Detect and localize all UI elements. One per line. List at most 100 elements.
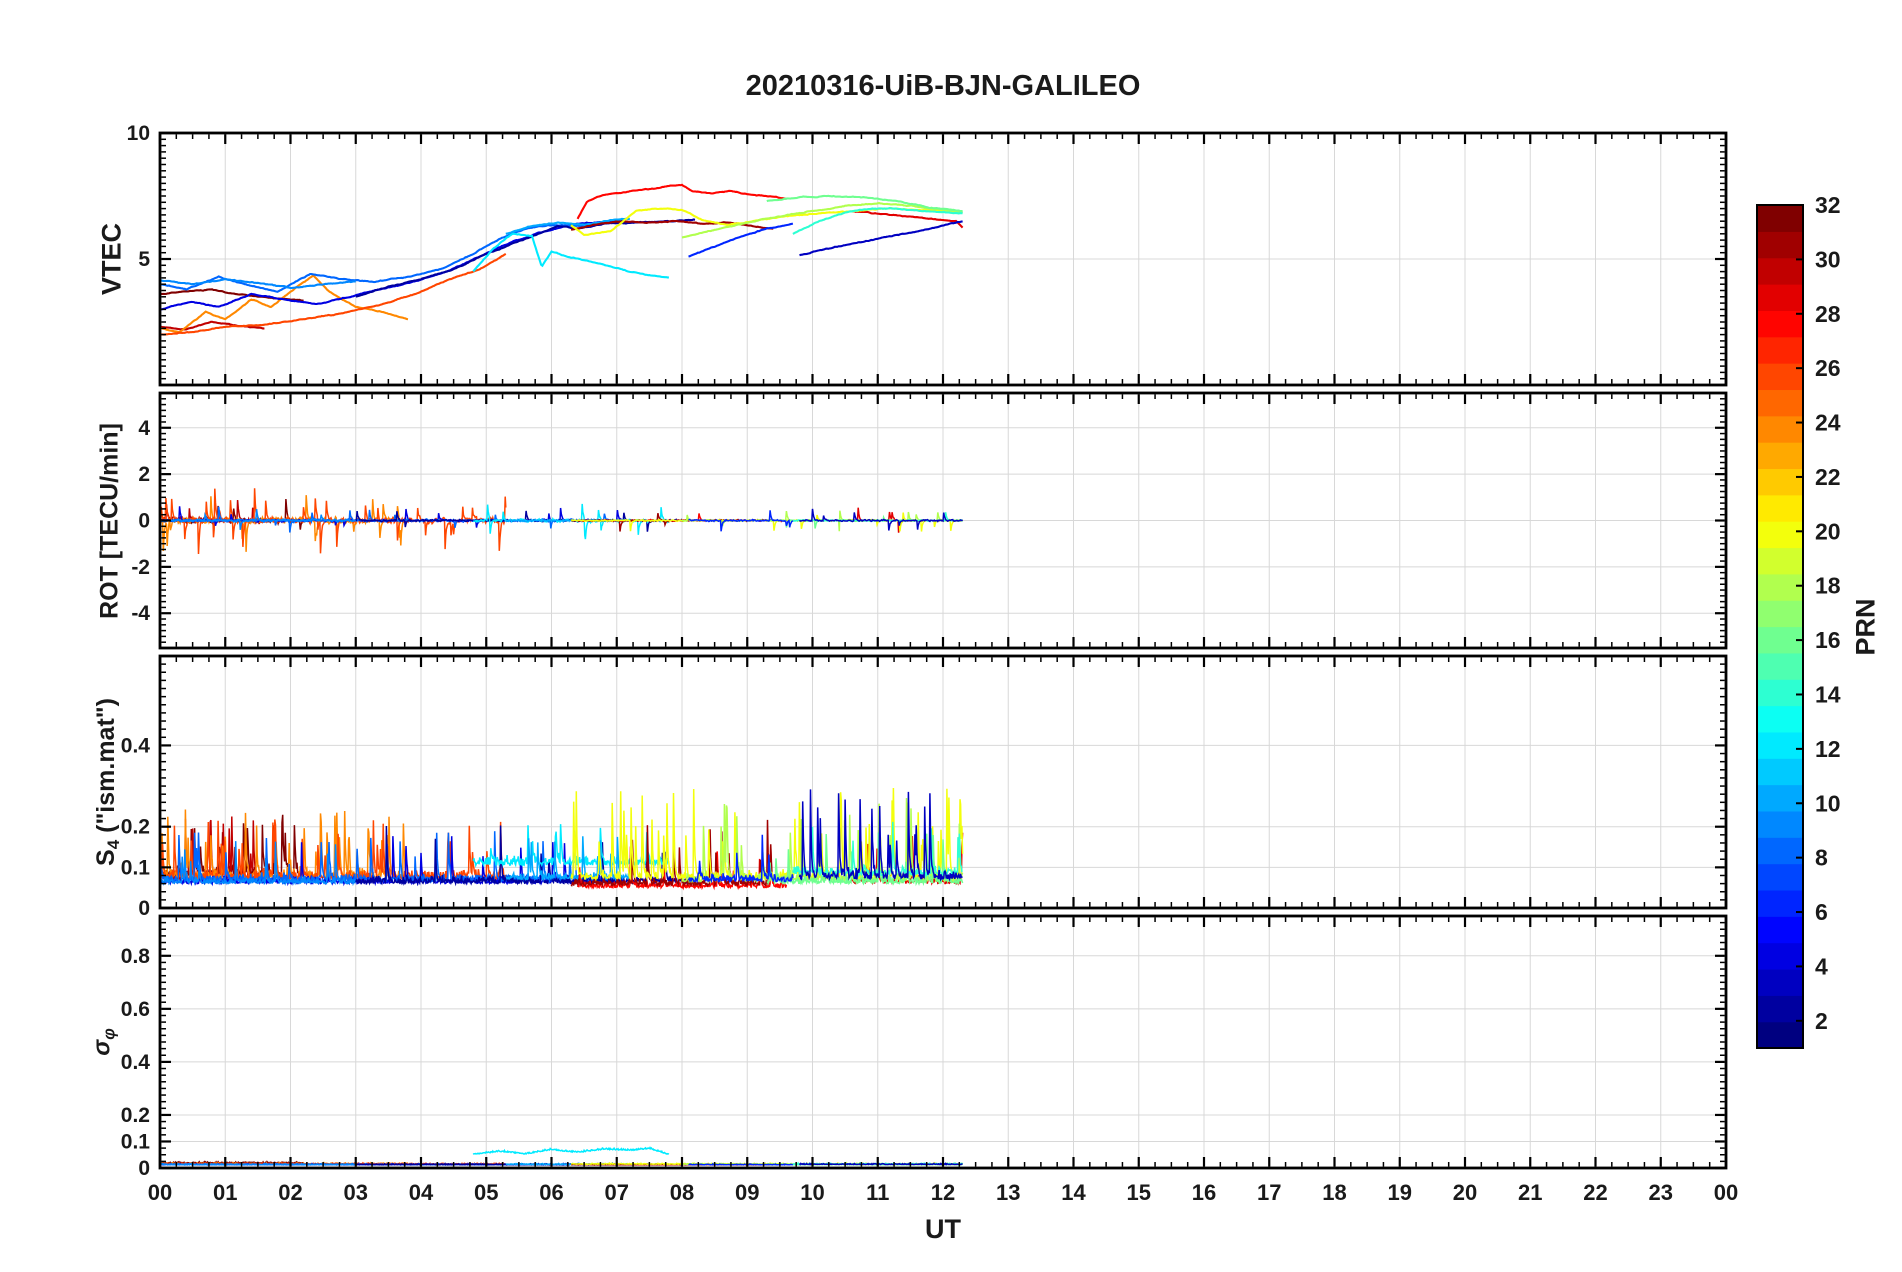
svg-text:24: 24: [1815, 410, 1841, 436]
y-tick-labels-vtec: 5 10: [127, 122, 151, 271]
colorbar-label: PRN: [1850, 598, 1881, 656]
trace-prn-6-sigma_phi: [688, 1162, 794, 1166]
trace-prn-2-s4: [355, 825, 696, 887]
svg-text:32: 32: [1815, 192, 1841, 218]
trace-prn-28-vtec: [576, 183, 787, 220]
trace-prn-12-vtec: [472, 232, 670, 279]
svg-text:23: 23: [1649, 1180, 1673, 1205]
svg-text:26: 26: [1815, 355, 1841, 381]
svg-text:16: 16: [1815, 627, 1841, 653]
svg-text:20: 20: [1453, 1180, 1477, 1205]
series-group-vtec: [160, 183, 964, 336]
svg-text:04: 04: [409, 1180, 434, 1205]
svg-text:13: 13: [996, 1180, 1020, 1205]
svg-text:6: 6: [1815, 899, 1828, 925]
svg-text:10: 10: [1815, 790, 1841, 816]
trace-prn-6-rot: [688, 510, 794, 532]
svg-text:0.1: 0.1: [121, 856, 151, 879]
svg-text:0.8: 0.8: [121, 945, 151, 968]
trace-prn-16-s4: [766, 832, 964, 887]
svg-text:03: 03: [344, 1180, 368, 1205]
svg-text:0.6: 0.6: [121, 998, 150, 1021]
trace-prn-3-s4: [798, 789, 963, 883]
trace-prn-28-s4: [576, 846, 788, 891]
svg-text:0.2: 0.2: [121, 816, 150, 839]
panel-sigma_phi: 0 0.1 0.2 0.4 0.6 0.8: [121, 914, 1728, 1180]
trace-prn-9-vtec: [160, 277, 356, 290]
series-group-s4: [160, 787, 964, 891]
svg-text:-4: -4: [131, 602, 150, 625]
svg-text:01: 01: [213, 1180, 237, 1205]
svg-text:00: 00: [1714, 1180, 1738, 1205]
trace-prn-9-rot: [160, 509, 357, 530]
svg-text:10: 10: [800, 1180, 824, 1205]
svg-text:22: 22: [1583, 1180, 1607, 1205]
svg-text:12: 12: [1815, 736, 1841, 762]
svg-text:2: 2: [1815, 1008, 1828, 1034]
ticks-s4: [158, 655, 1728, 910]
trace-prn-6-s4: [687, 834, 794, 884]
svg-text:02: 02: [278, 1180, 302, 1205]
panel-vtec: 5 10: [127, 122, 1728, 387]
trace-prn-14-vtec: [792, 207, 963, 235]
trace-prn-6-vtec: [688, 222, 794, 258]
trace-prn-18-vtec: [681, 202, 963, 239]
svg-text:-2: -2: [131, 556, 150, 579]
svg-text:16: 16: [1192, 1180, 1216, 1205]
trace-prn-10-vtec: [505, 217, 630, 235]
trace-prn-16-vtec: [766, 194, 963, 213]
y-axis-label-s4: S4 ("ism.mat"): [91, 698, 124, 866]
y-tick-labels-sigma_phi: 0 0.1 0.2 0.4 0.6 0.8: [121, 945, 151, 1180]
panel-s4: 0 0.1 0.2 0.4: [121, 654, 1728, 920]
x-axis-label: UT: [925, 1214, 961, 1244]
svg-text:18: 18: [1815, 573, 1841, 599]
series-group-rot: [160, 488, 964, 555]
svg-text:4: 4: [138, 417, 150, 440]
y-tick-labels-rot: -4 -2 0 2 4: [131, 417, 150, 625]
svg-text:30: 30: [1815, 246, 1841, 272]
svg-text:0.4: 0.4: [121, 1051, 151, 1074]
svg-text:15: 15: [1127, 1180, 1151, 1205]
y-axis-label-vtec: VTEC: [96, 222, 127, 296]
svg-text:22: 22: [1815, 464, 1841, 490]
trace-prn-26-vtec: [160, 252, 507, 336]
svg-text:2: 2: [138, 463, 150, 486]
ticks-sigma_phi: [158, 915, 1728, 1170]
svg-text:5: 5: [138, 248, 150, 271]
svg-text:14: 14: [1815, 681, 1841, 707]
svg-text:8: 8: [1815, 845, 1828, 871]
svg-text:28: 28: [1815, 301, 1841, 327]
svg-text:4: 4: [1815, 953, 1828, 979]
svg-text:12: 12: [931, 1180, 955, 1205]
trace-prn-9-s4: [160, 841, 357, 887]
chart-title: 20210316-UiB-BJN-GALILEO: [745, 70, 1141, 102]
y-tick-labels-s4: 0 0.1 0.2 0.4: [121, 734, 151, 920]
trace-prn-3-rot: [798, 508, 964, 531]
svg-text:08: 08: [670, 1180, 694, 1205]
svg-text:0.2: 0.2: [121, 1104, 150, 1127]
ticks-rot: [158, 392, 1728, 649]
svg-text:18: 18: [1322, 1180, 1346, 1205]
svg-text:0.4: 0.4: [121, 734, 151, 757]
svg-text:05: 05: [474, 1180, 498, 1205]
trace-prn-29-vtec: [851, 210, 964, 229]
y-axis-label-rot: ROT [TECU/min]: [95, 422, 124, 619]
trace-prn-8-vtec: [160, 220, 617, 293]
svg-text:0: 0: [138, 897, 150, 920]
ticks-vtec: [158, 131, 1728, 386]
x-tick-labels: 00 01 02 03 04 05 06 07 08 09 10 11 12 13 14 15 16 17 18 19…: [148, 1180, 1738, 1205]
svg-text:10: 10: [127, 122, 150, 145]
svg-text:06: 06: [539, 1180, 563, 1205]
trace-prn-12-sigma_phi: [472, 1146, 670, 1156]
y-axis-label-sigma_phi: σφ: [88, 1028, 119, 1056]
svg-text:17: 17: [1257, 1180, 1281, 1205]
svg-text:07: 07: [605, 1180, 629, 1205]
svg-text:20: 20: [1815, 518, 1841, 544]
trace-prn-3-vtec: [799, 220, 963, 257]
svg-text:0.1: 0.1: [121, 1130, 151, 1153]
svg-text:0: 0: [138, 1157, 150, 1180]
panel-rot: -4 -2 0 2 4: [131, 391, 1728, 650]
